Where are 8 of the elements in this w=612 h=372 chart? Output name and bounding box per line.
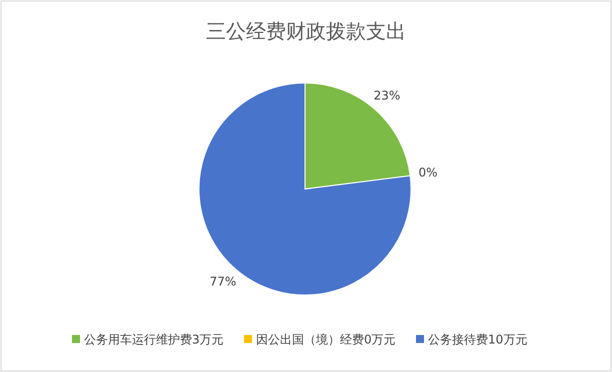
legend-label: 公务接待费10万元 [428,332,528,346]
legend-label: 公务用车运行维护费3万元 [84,332,224,346]
chart-title: 三公经费财政拨款支出 [206,19,406,43]
pie-slice [198,82,412,296]
data-label: 77% [210,274,236,288]
legend-label: 因公出国（境）经费0万元 [256,332,396,346]
text: 0% [418,166,438,180]
data-label: 23% [374,88,400,102]
